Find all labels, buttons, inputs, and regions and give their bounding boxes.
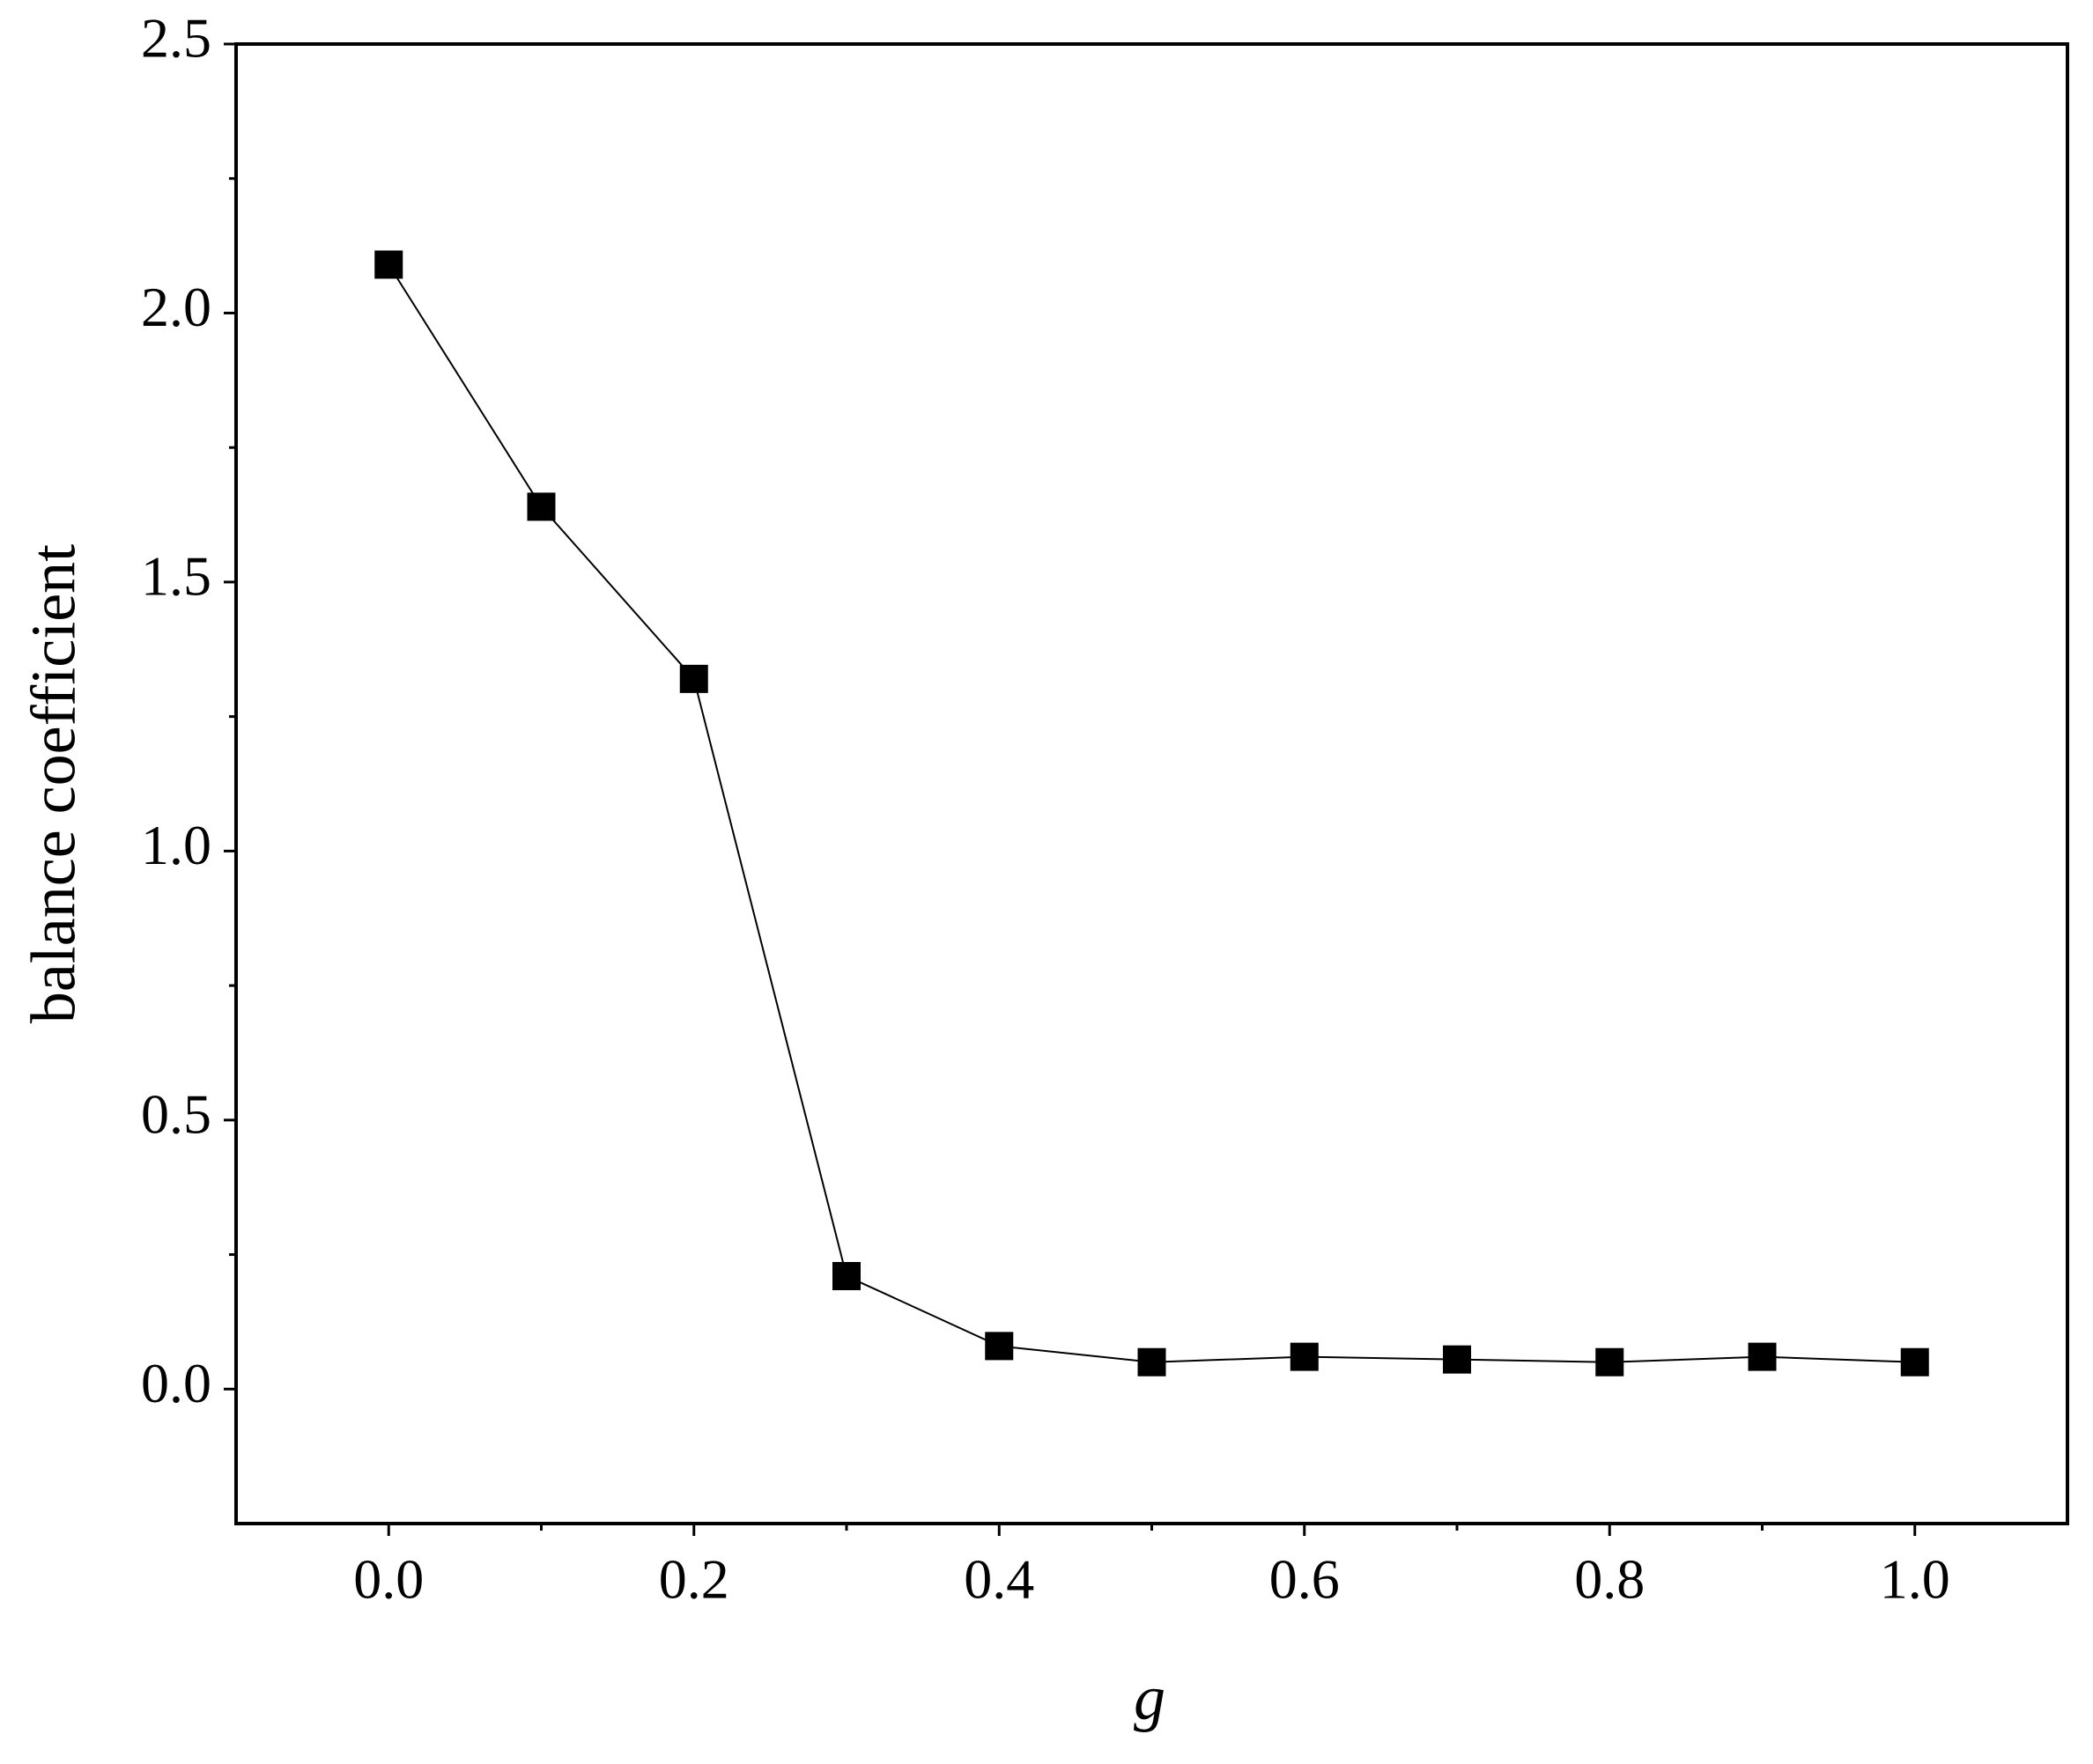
x-axis-title: g	[1134, 1663, 1165, 1733]
data-point	[1748, 1342, 1777, 1371]
plot-frame	[234, 42, 2069, 1525]
data-point	[1443, 1345, 1471, 1374]
y-axis-title: balance coefficient	[18, 544, 89, 1023]
x-tick-label: 0.6	[1269, 1548, 1340, 1611]
y-tick-label: 1.0	[141, 814, 211, 876]
x-tick-label: 1.0	[1880, 1548, 1950, 1611]
data-point	[679, 664, 708, 693]
data-point	[527, 492, 556, 521]
x-tick-label: 0.8	[1574, 1548, 1645, 1611]
x-tick-label: 0.0	[353, 1548, 424, 1611]
data-point	[1900, 1347, 1929, 1377]
data-point	[1137, 1347, 1166, 1377]
data-point	[1595, 1347, 1624, 1377]
data-point	[374, 250, 403, 279]
x-tick-label: 0.4	[964, 1548, 1034, 1611]
data-line	[388, 263, 1915, 1363]
y-tick-label: 1.5	[141, 545, 211, 608]
y-tick-label: 2.5	[141, 7, 211, 70]
x-tick-label: 0.2	[659, 1548, 729, 1611]
y-tick-label: 2.0	[141, 276, 211, 338]
data-point	[832, 1261, 861, 1290]
data-point	[985, 1332, 1014, 1361]
y-tick-label: 0.5	[141, 1083, 211, 1146]
data-point	[1290, 1342, 1319, 1371]
y-tick-label: 0.0	[141, 1352, 211, 1414]
